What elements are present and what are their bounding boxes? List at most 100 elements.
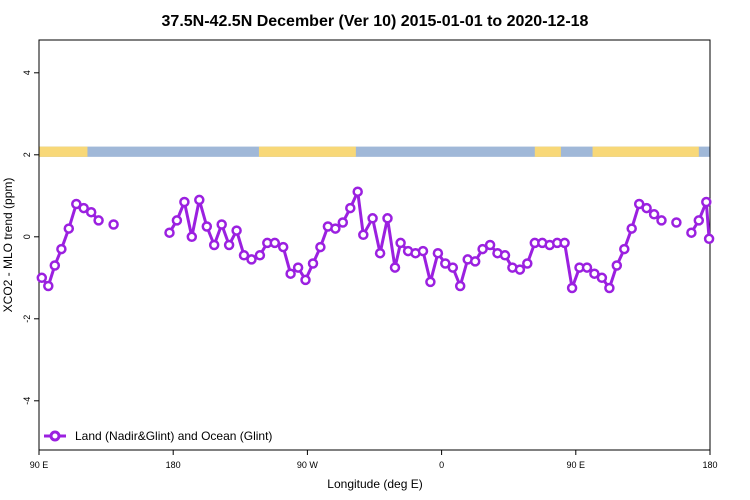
data-point [49,260,61,271]
data-point [201,221,213,232]
x-tick-label: 180 [166,460,181,470]
data-point [484,239,496,251]
data-point [581,262,593,273]
data-point [277,241,289,253]
x-tick-label: 180 [702,460,717,470]
data-point [648,209,660,220]
x-axis-label: Longitude (deg E) [327,477,422,491]
data-point [85,206,97,218]
series-line [690,200,711,239]
data-point [36,272,48,284]
x-tick-label: 90 E [30,460,49,470]
data-point [469,256,481,267]
data-point [499,250,511,261]
chart-title: 37.5N-42.5N December (Ver 10) 2015-01-01… [162,13,589,30]
data-point [300,274,311,286]
land-segment [258,146,356,157]
data-point [425,276,436,288]
data-point [93,215,104,226]
data-point [254,250,266,261]
data-point [238,250,250,261]
series-line [168,190,663,290]
data-point [514,264,526,275]
data-point [352,186,363,197]
data-point [43,280,54,292]
data-point [611,260,623,271]
data-point [56,243,67,255]
y-tick-label: 4 [22,70,32,75]
data-point [374,247,386,259]
data-point [164,227,175,238]
ocean-band [39,146,710,157]
data-point [208,239,220,251]
data-point [285,268,296,279]
data-point [395,237,406,249]
legend: Land (Nadir&Glint) and Ocean (Glint) [44,429,272,443]
y-axis: -4 -2 0 2 4 [22,70,39,405]
data-point [596,272,608,284]
y-tick-label: -2 [22,315,32,323]
data-point [307,258,319,269]
data-point [292,262,304,273]
legend-marker [49,430,61,442]
data-point [108,219,119,230]
data-point [337,217,349,228]
data-point [589,268,600,279]
data-point [454,280,466,292]
data-point [522,258,533,269]
data-point [345,202,356,214]
data-point [216,219,227,230]
x-tick-label: 0 [439,460,444,470]
data-point [171,215,183,226]
data-point [626,223,637,234]
data-point [78,202,89,214]
data-point [246,254,257,265]
data-point [186,231,198,243]
data-point [194,194,205,206]
land-segment [39,146,88,157]
data-point [703,233,715,245]
data-point [440,258,451,269]
plot-frame [38,39,711,451]
data-point [447,262,459,273]
data-point [619,243,630,255]
data-point [604,282,615,294]
data-point [641,202,652,214]
data-point [330,223,341,234]
data-point [382,213,393,224]
data-point [477,243,488,255]
data-point [269,237,281,249]
data-point [223,239,235,251]
x-tick-label: 90 E [567,460,586,470]
land-segment [592,146,699,157]
data-point [432,247,444,259]
data-point [231,225,242,236]
data-point [358,229,369,241]
y-axis-label: XCO2 - MLO trend (ppm) [1,178,15,313]
data-point [566,282,578,294]
legend-label: Land (Nadir&Glint) and Ocean (Glint) [75,429,272,443]
data-point [633,198,645,210]
y-tick-label: 0 [22,234,32,239]
y-tick-label: -4 [22,397,32,405]
data-point [315,241,326,253]
x-tick-label: 90 W [297,460,319,470]
data-point [417,245,429,257]
series-layer [36,186,715,294]
data-point [693,215,705,226]
map-strip [39,146,710,157]
data-point [71,198,82,210]
data-point [701,196,712,208]
data-point [367,213,378,224]
y-tick-label: 2 [22,152,32,157]
data-point [63,223,75,234]
data-point [686,227,697,238]
data-point [671,217,682,228]
data-point [656,215,667,226]
data-point [559,237,570,249]
data-point [179,196,190,208]
x-axis: 90 E 180 90 W 0 90 E 180 [30,450,718,470]
data-point [389,262,401,273]
land-segment [534,146,561,157]
